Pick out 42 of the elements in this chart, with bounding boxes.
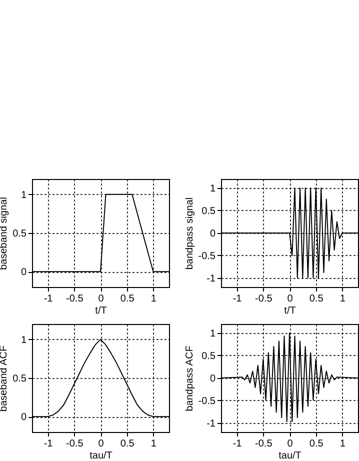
x-tick-label: 1 — [340, 438, 346, 450]
x-tick-label: 0.5 — [309, 294, 324, 304]
y-tick-label: 1 — [20, 190, 27, 201]
x-axis-title: t/T — [284, 306, 296, 316]
y-tick-label: -1 — [206, 418, 216, 430]
y-tick-label: 1 — [20, 334, 27, 346]
y-tick-label: 0.5 — [202, 351, 216, 362]
x-axis-title: tau/T — [278, 450, 302, 461]
x-tick-label: -1 — [44, 438, 54, 450]
x-tick-label: -0.5 — [255, 438, 273, 450]
y-tick-label: 1 — [210, 184, 216, 194]
x-tick-label: -1 — [44, 294, 54, 304]
x-axis-title: t/T — [95, 306, 107, 316]
x-tick-label: 0.5 — [309, 438, 324, 450]
y-tick-label: -1 — [206, 274, 216, 284]
x-tick-label: 0.5 — [120, 294, 135, 304]
x-tick-label: 0 — [287, 294, 294, 304]
y-tick-label: 0.5 — [202, 206, 216, 217]
x-axis-title: tau/T — [90, 450, 112, 461]
x-tick-label: 0 — [287, 438, 294, 450]
y-tick-label: 0 — [20, 412, 27, 424]
x-tick-label: -1 — [232, 294, 242, 304]
y-tick-label: -0.5 — [198, 251, 216, 262]
x-tick-label: 0.5 — [120, 438, 135, 450]
x-tick-label: 0 — [98, 438, 104, 450]
x-tick-label: 0 — [98, 294, 104, 304]
x-tick-label: -1 — [232, 438, 242, 450]
y-axis-title: bandpass ACF — [184, 346, 196, 412]
y-tick-label: 0.5 — [12, 374, 27, 384]
y-tick-label: -0.5 — [198, 396, 216, 407]
y-tick-label: 1 — [210, 328, 216, 340]
y-tick-label: 0.5 — [12, 228, 27, 240]
x-tick-label: -0.5 — [66, 294, 84, 304]
y-tick-label: 0 — [210, 228, 216, 240]
x-tick-label: -0.5 — [66, 438, 84, 450]
y-tick-label: 0 — [210, 374, 216, 384]
x-tick-label: 1 — [150, 294, 157, 304]
x-tick-label: 1 — [150, 438, 157, 450]
y-tick-label: 0 — [20, 267, 27, 278]
x-tick-label: 1 — [340, 294, 346, 304]
x-tick-label: -0.5 — [255, 294, 273, 304]
y-axis-title: bandpass signal — [184, 197, 196, 270]
